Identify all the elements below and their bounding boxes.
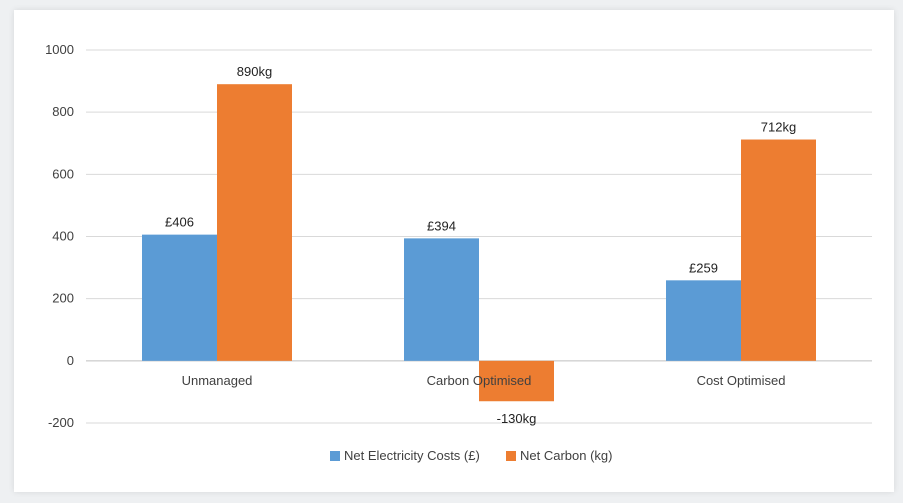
x-tick-label: Carbon Optimised (427, 373, 532, 388)
data-label: 712kg (761, 120, 796, 135)
bar-electricity-cost (142, 234, 217, 361)
data-label: £394 (427, 218, 456, 233)
y-tick-label: 1000 (45, 42, 74, 57)
y-tick-label: 600 (52, 166, 74, 181)
data-label: £259 (689, 260, 718, 275)
data-labels: £406 890kg £394 -130kg £259 712kg (165, 64, 796, 426)
x-axis-tick-labels: Unmanaged Carbon Optimised Cost Optimised (182, 373, 786, 388)
y-axis-tick-labels: 1000 800 600 400 200 0 -200 (45, 42, 74, 430)
legend-swatch-electricity-cost (330, 451, 340, 461)
y-tick-label: -200 (48, 415, 74, 430)
y-tick-label: 0 (67, 353, 74, 368)
bars (142, 84, 816, 402)
data-label: -130kg (497, 411, 537, 426)
y-tick-label: 400 (52, 229, 74, 244)
x-tick-label: Unmanaged (182, 373, 253, 388)
data-label: £406 (165, 215, 194, 230)
legend-label: Net Carbon (kg) (520, 448, 612, 463)
x-tick-label: Cost Optimised (697, 373, 786, 388)
bar-carbon (741, 139, 816, 361)
bar-carbon (479, 360, 554, 402)
chart-frame: 1000 800 600 400 200 0 -200 £406 890kg £394 -130k… (14, 10, 894, 492)
y-tick-label: 800 (52, 104, 74, 119)
bar-carbon (217, 84, 292, 361)
legend-label: Net Electricity Costs (£) (344, 448, 480, 463)
bar-chart: 1000 800 600 400 200 0 -200 £406 890kg £394 -130k… (45, 42, 872, 463)
bar-electricity-cost (666, 280, 741, 361)
legend-swatch-carbon (506, 451, 516, 461)
y-tick-label: 200 (52, 291, 74, 306)
legend: Net Electricity Costs (£) Net Carbon (kg) (330, 448, 612, 463)
bar-electricity-cost (404, 238, 479, 361)
data-label: 890kg (237, 64, 272, 79)
